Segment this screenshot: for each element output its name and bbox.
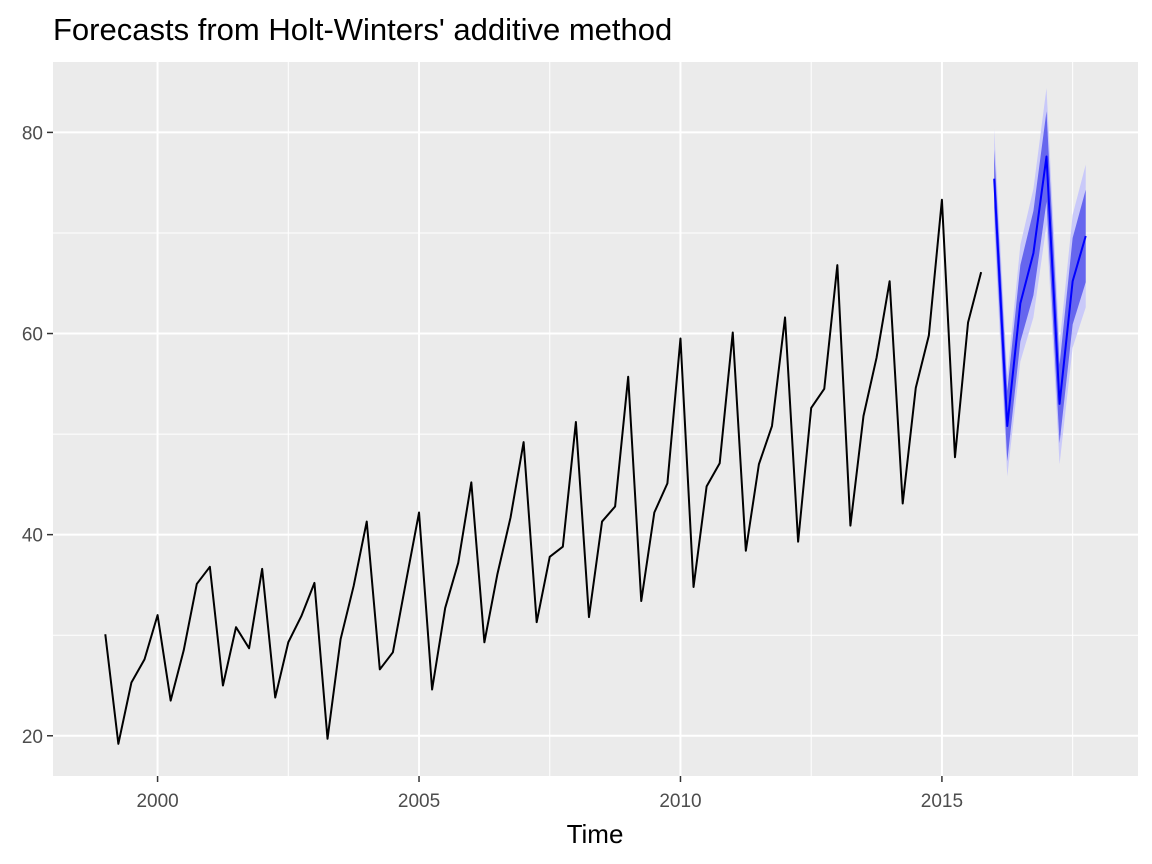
- x-tick-label: 2005: [398, 791, 440, 812]
- observed-series-line: [104, 198, 983, 745]
- major-gridlines: [53, 62, 1138, 776]
- axes: 2000 2005 2010 2015 20 40 60 80: [22, 123, 963, 812]
- x-axis-title: Time: [567, 819, 624, 849]
- y-tick-label: 60: [22, 325, 43, 346]
- plot-panel: [53, 62, 1138, 776]
- x-tick-label: 2010: [659, 791, 701, 812]
- chart-title: Forecasts from Holt-Winters' additive me…: [53, 12, 672, 47]
- forecast-series-line: [993, 155, 1087, 428]
- y-tick-label: 40: [22, 526, 43, 547]
- series-lines: [104, 155, 1087, 745]
- x-tick-label: 2015: [921, 791, 963, 812]
- y-tick-label: 80: [22, 123, 43, 144]
- x-tick-label: 2000: [136, 791, 178, 812]
- y-tick-label: 20: [22, 727, 43, 748]
